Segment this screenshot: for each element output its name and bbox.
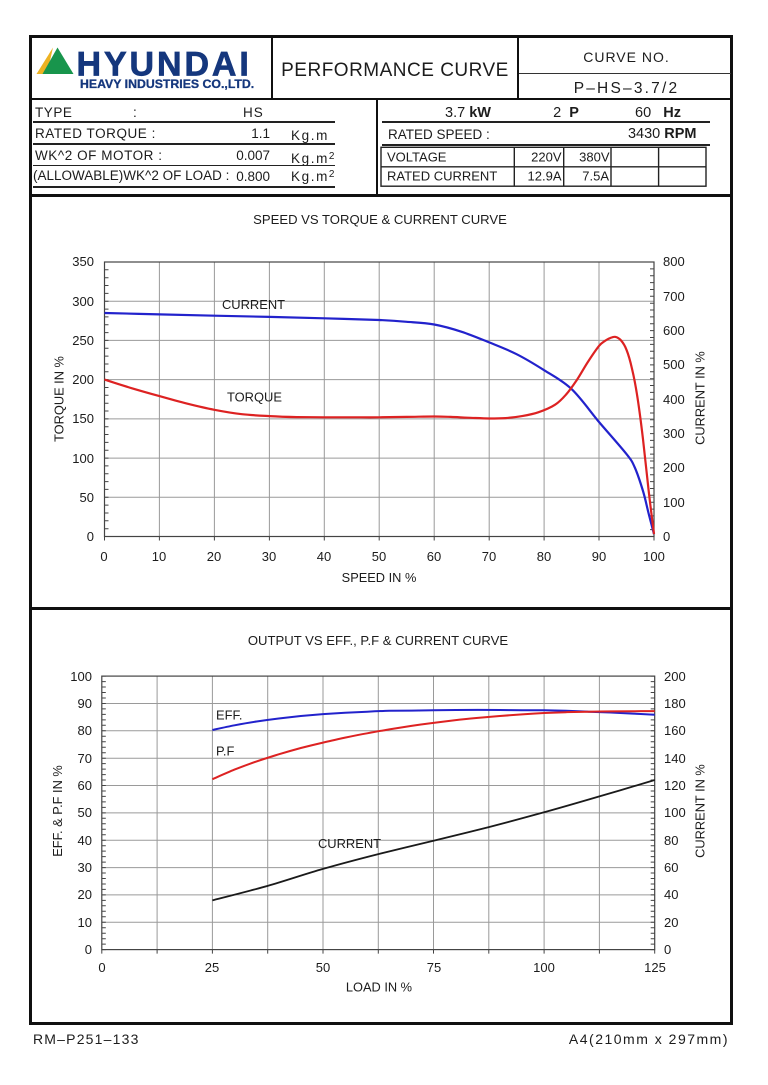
svg-text:10: 10: [78, 915, 92, 930]
svg-text:SPEED VS TORQUE & CURRENT CURV: SPEED VS TORQUE & CURRENT CURVE: [253, 212, 507, 227]
svg-text:EFF.: EFF.: [216, 708, 243, 723]
svg-text:CURRENT: CURRENT: [222, 297, 285, 312]
svg-text:700: 700: [663, 289, 685, 304]
svg-text:10: 10: [152, 549, 166, 564]
svg-text:0: 0: [98, 960, 105, 975]
svg-text:300: 300: [663, 426, 685, 441]
svg-text:200: 200: [663, 460, 685, 475]
svg-text:100: 100: [663, 495, 685, 510]
svg-text:SPEED IN %: SPEED IN %: [342, 570, 417, 585]
svg-text:20: 20: [664, 915, 678, 930]
svg-text:50: 50: [316, 960, 330, 975]
svg-text:CURRENT IN %: CURRENT IN %: [693, 351, 708, 445]
svg-text:LOAD IN %: LOAD IN %: [346, 980, 412, 995]
svg-text:12.9A: 12.9A: [528, 169, 562, 184]
svg-text:180: 180: [664, 696, 686, 711]
svg-text:100: 100: [643, 549, 665, 564]
svg-text:TORQUE: TORQUE: [227, 390, 282, 405]
svg-text:75: 75: [427, 960, 441, 975]
svg-text:125: 125: [644, 960, 666, 975]
svg-text:7.5A: 7.5A: [582, 169, 609, 184]
svg-text:60: 60: [78, 778, 92, 793]
svg-text:380V: 380V: [579, 150, 610, 165]
svg-text:EFF. & P.F IN %: EFF. & P.F IN %: [50, 765, 65, 857]
svg-text:100: 100: [664, 805, 686, 820]
svg-text:TORQUE IN %: TORQUE IN %: [52, 356, 67, 442]
svg-text:0: 0: [100, 549, 107, 564]
svg-text:70: 70: [482, 549, 496, 564]
svg-text:100: 100: [72, 451, 94, 466]
svg-text:CURRENT IN %: CURRENT IN %: [693, 764, 708, 858]
svg-text:300: 300: [72, 294, 94, 309]
svg-text:40: 40: [78, 833, 92, 848]
svg-text:CURRENT: CURRENT: [318, 836, 381, 851]
svg-text:400: 400: [663, 392, 685, 407]
svg-text:600: 600: [663, 323, 685, 338]
svg-text:70: 70: [78, 751, 92, 766]
svg-text:250: 250: [72, 333, 94, 348]
svg-text:120: 120: [664, 778, 686, 793]
svg-text:50: 50: [78, 805, 92, 820]
svg-text:0: 0: [663, 529, 670, 544]
svg-text:30: 30: [262, 549, 276, 564]
svg-text:500: 500: [663, 357, 685, 372]
svg-text:150: 150: [72, 411, 94, 426]
svg-text:200: 200: [72, 372, 94, 387]
svg-text:20: 20: [207, 549, 221, 564]
svg-text:40: 40: [664, 887, 678, 902]
svg-text:50: 50: [80, 490, 94, 505]
svg-text:80: 80: [664, 833, 678, 848]
svg-text:160: 160: [664, 723, 686, 738]
svg-text:RATED CURRENT: RATED CURRENT: [387, 169, 497, 184]
svg-text:25: 25: [205, 960, 219, 975]
svg-text:100: 100: [70, 669, 92, 684]
svg-text:HYUNDAI: HYUNDAI: [77, 46, 252, 84]
svg-text:60: 60: [427, 549, 441, 564]
svg-text:90: 90: [592, 549, 606, 564]
svg-text:50: 50: [372, 549, 386, 564]
svg-text:OUTPUT VS EFF., P.F & CURRENT: OUTPUT VS EFF., P.F & CURRENT CURVE: [248, 633, 508, 648]
svg-text:350: 350: [72, 254, 94, 269]
svg-text:40: 40: [317, 549, 331, 564]
svg-text:800: 800: [663, 254, 685, 269]
svg-text:200: 200: [664, 669, 686, 684]
svg-text:30: 30: [78, 860, 92, 875]
svg-text:0: 0: [85, 942, 92, 957]
svg-text:VOLTAGE: VOLTAGE: [387, 150, 447, 165]
svg-text:80: 80: [537, 549, 551, 564]
svg-text:90: 90: [78, 696, 92, 711]
svg-text:20: 20: [78, 887, 92, 902]
svg-text:0: 0: [87, 529, 94, 544]
svg-text:0: 0: [664, 942, 671, 957]
svg-text:80: 80: [78, 723, 92, 738]
svg-text:HEAVY INDUSTRIES CO.,LTD.: HEAVY INDUSTRIES CO.,LTD.: [80, 77, 254, 91]
svg-text:140: 140: [664, 751, 686, 766]
svg-text:P.F: P.F: [216, 744, 235, 759]
svg-text:220V: 220V: [531, 150, 562, 165]
svg-text:60: 60: [664, 860, 678, 875]
svg-text:100: 100: [533, 960, 555, 975]
